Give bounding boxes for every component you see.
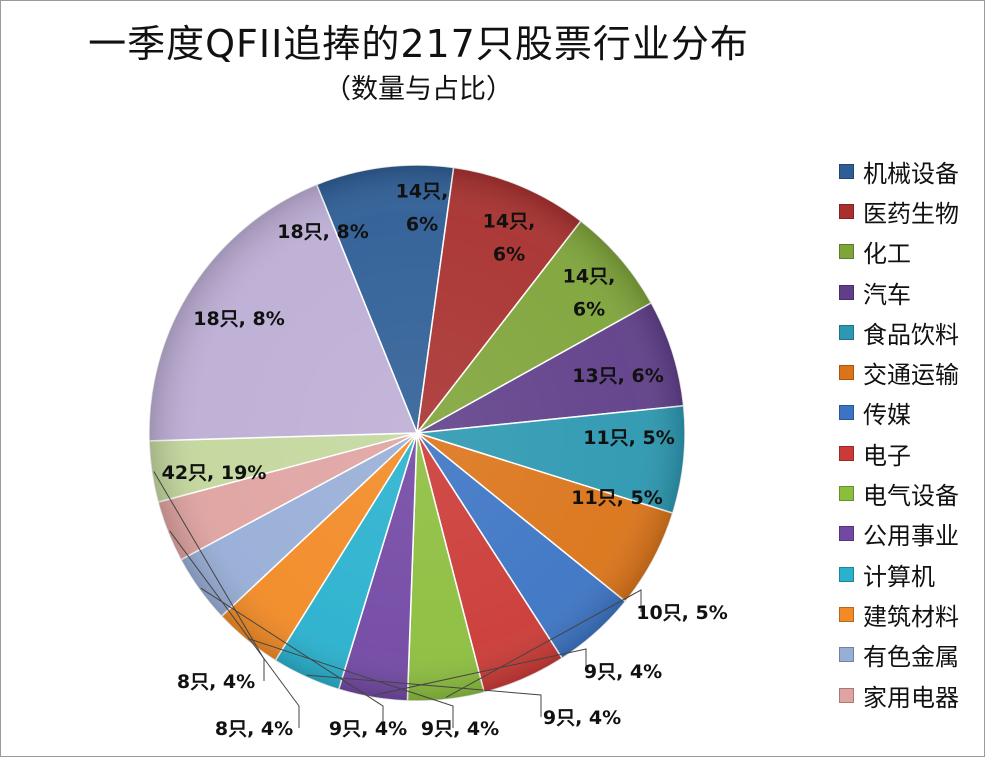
legend-label: 家用电器: [863, 683, 959, 712]
legend-swatch: [839, 163, 854, 179]
legend-swatch: [839, 647, 854, 663]
data-label: 13只, 6%: [572, 365, 664, 387]
legend-label: 机械设备: [863, 159, 959, 188]
data-label: 9只, 4%: [543, 707, 621, 729]
legend-item: 医药生物: [839, 191, 984, 231]
leader-line: [248, 638, 454, 728]
legend-item: 机械设备: [839, 151, 984, 191]
legend: 机械设备医药生物化工汽车食品饮料交通运输传媒电子电气设备公用事业计算机建筑材料有…: [839, 151, 984, 715]
legend-item: 计算机: [839, 554, 984, 594]
data-label: 18只, 8%: [277, 221, 369, 243]
legend-swatch: [839, 566, 854, 582]
legend-swatch: [839, 526, 854, 542]
legend-swatch: [839, 606, 854, 622]
legend-item: 化工: [839, 232, 984, 272]
leader-line: [445, 589, 642, 698]
leader-line: [169, 530, 300, 728]
data-label: 10只, 5%: [636, 602, 728, 624]
data-label: 42只, 19%: [162, 462, 267, 484]
legend-label: 建筑材料: [863, 602, 959, 631]
legend-item: 传媒: [839, 393, 984, 433]
legend-item: 电气设备: [839, 473, 984, 513]
legend-label: 汽车: [863, 280, 911, 309]
data-label: 8只, 4%: [215, 718, 293, 740]
legend-swatch: [839, 203, 854, 219]
legend-label: 食品饮料: [863, 320, 959, 349]
legend-item: 食品饮料: [839, 312, 984, 352]
data-label: 14只, 6%: [396, 181, 449, 236]
legend-item: 家用电器: [839, 675, 984, 715]
legend-label: 有色金属: [863, 643, 959, 672]
legend-item: 汽车: [839, 272, 984, 312]
leader-line: [153, 471, 265, 681]
legend-item: 电子: [839, 433, 984, 473]
legend-swatch: [839, 284, 854, 300]
legend-label: 传媒: [863, 401, 911, 430]
data-label: 9只, 4%: [584, 661, 662, 683]
legend-swatch: [839, 405, 854, 421]
legend-swatch: [839, 324, 854, 340]
data-label: 9只, 4%: [329, 718, 407, 740]
legend-label: 医药生物: [863, 199, 959, 228]
legend-label: 电气设备: [863, 482, 959, 511]
data-label: 11只, 5%: [583, 427, 675, 449]
legend-swatch: [839, 365, 854, 381]
chart-title: 一季度QFII追捧的217只股票行业分布: [88, 22, 749, 66]
legend-swatch: [839, 244, 854, 260]
legend-item: 建筑材料: [839, 594, 984, 634]
leader-line: [306, 674, 542, 717]
legend-swatch: [839, 445, 854, 461]
data-label: 11只, 5%: [571, 487, 663, 509]
chart-subtitle: （数量与占比）: [324, 74, 513, 105]
leader-line: [200, 587, 384, 728]
legend-item: 有色金属: [839, 635, 984, 675]
legend-swatch: [839, 687, 854, 703]
legend-label: 公用事业: [863, 522, 959, 551]
legend-label: 电子: [863, 441, 911, 470]
data-label: 18只, 8%: [193, 308, 285, 330]
legend-label: 计算机: [863, 562, 935, 591]
legend-item: 交通运输: [839, 352, 984, 392]
legend-swatch: [839, 486, 854, 502]
leader-line: [372, 648, 587, 696]
legend-label: 化工: [863, 240, 911, 269]
data-label: 8只, 4%: [177, 671, 255, 693]
data-label: 14只, 6%: [563, 266, 616, 321]
legend-item: 公用事业: [839, 514, 984, 554]
data-label: 9只, 4%: [421, 718, 499, 740]
legend-label: 交通运输: [863, 361, 959, 390]
data-label: 14只, 6%: [483, 211, 536, 266]
